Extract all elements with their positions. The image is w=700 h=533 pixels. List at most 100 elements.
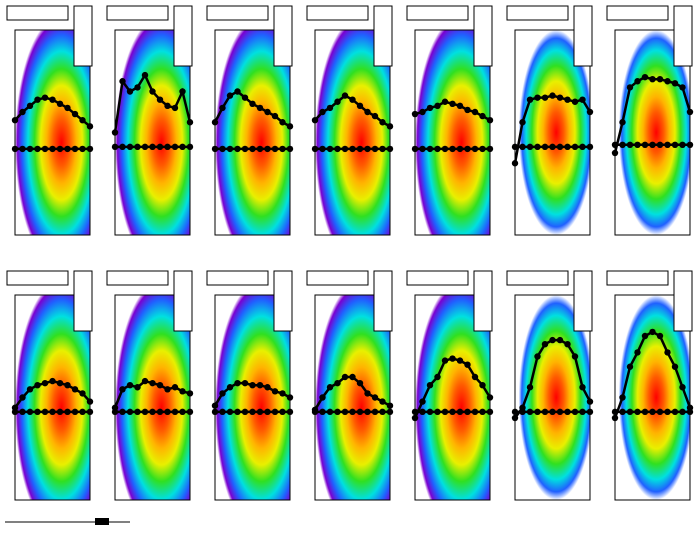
profile-point bbox=[134, 143, 141, 151]
profile-point bbox=[456, 357, 464, 364]
profile-point bbox=[186, 408, 194, 416]
profile-point bbox=[219, 408, 226, 416]
profile-point bbox=[534, 353, 541, 360]
profile-point bbox=[241, 408, 249, 416]
profile-point bbox=[186, 143, 194, 151]
profile-point bbox=[434, 373, 441, 381]
profile-point bbox=[634, 141, 641, 148]
profile-point bbox=[471, 408, 479, 416]
profile-point bbox=[11, 408, 19, 416]
profile-point bbox=[26, 102, 34, 110]
profile-point bbox=[571, 408, 579, 416]
profile-point bbox=[486, 394, 494, 401]
profile-point bbox=[626, 141, 634, 148]
profile-point bbox=[611, 408, 619, 416]
profile-point bbox=[449, 145, 456, 153]
profile-point bbox=[279, 119, 286, 126]
profile-point bbox=[86, 408, 94, 416]
profile-point bbox=[456, 145, 464, 153]
profile-point bbox=[311, 117, 319, 124]
profile-point bbox=[579, 143, 586, 151]
plot-frame bbox=[414, 29, 491, 236]
profile-point bbox=[656, 408, 664, 416]
profile-point bbox=[34, 96, 41, 103]
profile-point bbox=[326, 384, 334, 391]
profile-point bbox=[41, 379, 49, 387]
profile-point bbox=[549, 336, 556, 344]
profile-point bbox=[511, 408, 519, 416]
profile-point bbox=[71, 110, 79, 118]
profile-point bbox=[364, 145, 371, 153]
profile-point bbox=[56, 145, 64, 153]
profile-point bbox=[449, 408, 456, 416]
profile-point bbox=[264, 108, 271, 116]
profile-point bbox=[141, 377, 149, 385]
profile-point bbox=[619, 408, 626, 416]
profile-point bbox=[334, 98, 341, 105]
stats-box bbox=[673, 270, 693, 332]
profile-point bbox=[441, 408, 449, 416]
title-box bbox=[406, 270, 469, 286]
profile-point bbox=[179, 143, 186, 151]
profile-point bbox=[349, 373, 356, 381]
profile-point bbox=[626, 363, 634, 370]
profile-point bbox=[264, 145, 271, 153]
profile-point bbox=[511, 414, 519, 422]
profile-point bbox=[471, 145, 479, 153]
profile-point bbox=[664, 408, 671, 416]
profile-point bbox=[34, 408, 41, 416]
profile-point bbox=[226, 145, 234, 153]
profile-point bbox=[119, 408, 126, 416]
profile-point bbox=[686, 408, 694, 416]
profile-point bbox=[319, 145, 326, 153]
profile-point bbox=[126, 143, 134, 151]
profile-point bbox=[526, 143, 534, 151]
profile-point bbox=[519, 143, 526, 151]
profile-point bbox=[549, 408, 556, 416]
profile-point bbox=[71, 386, 79, 393]
profile-point bbox=[326, 408, 334, 416]
profile-point bbox=[34, 382, 41, 389]
profile-point bbox=[171, 143, 179, 151]
profile-point bbox=[419, 108, 426, 116]
profile-point bbox=[486, 145, 494, 153]
profile-point bbox=[526, 408, 534, 416]
profile-point bbox=[241, 94, 249, 101]
title-box bbox=[606, 5, 669, 21]
profile-point bbox=[564, 408, 571, 416]
profile-point bbox=[349, 96, 356, 103]
profile-point bbox=[134, 84, 141, 91]
plot-frame bbox=[314, 294, 391, 501]
profile-point bbox=[126, 408, 134, 416]
profile-point bbox=[649, 76, 656, 83]
profile-point bbox=[249, 100, 256, 108]
plot-frame bbox=[314, 29, 391, 236]
profile-point bbox=[371, 394, 379, 401]
plot-frame bbox=[514, 294, 591, 501]
profile-point bbox=[311, 145, 319, 153]
profile-point bbox=[664, 349, 671, 356]
profile-point bbox=[264, 384, 271, 391]
profile-point bbox=[286, 394, 294, 401]
profile-point bbox=[541, 408, 549, 416]
profile-point bbox=[464, 408, 471, 416]
profile-point bbox=[319, 408, 326, 416]
plot-frame bbox=[14, 294, 91, 501]
title-box bbox=[506, 270, 569, 286]
profile-point bbox=[411, 110, 419, 118]
profile-point bbox=[356, 102, 364, 110]
profile-point bbox=[579, 96, 586, 103]
profile-point bbox=[234, 379, 241, 387]
profile-point bbox=[549, 92, 556, 99]
profile-point bbox=[326, 145, 334, 153]
profile-point bbox=[534, 408, 541, 416]
profile-point bbox=[319, 108, 326, 116]
profile-point bbox=[234, 88, 241, 95]
profile-point bbox=[656, 76, 664, 83]
profile-point bbox=[586, 408, 594, 416]
profile-point bbox=[379, 408, 386, 416]
profile-point bbox=[211, 408, 219, 416]
profile-point bbox=[441, 357, 449, 364]
profile-point bbox=[686, 108, 694, 116]
